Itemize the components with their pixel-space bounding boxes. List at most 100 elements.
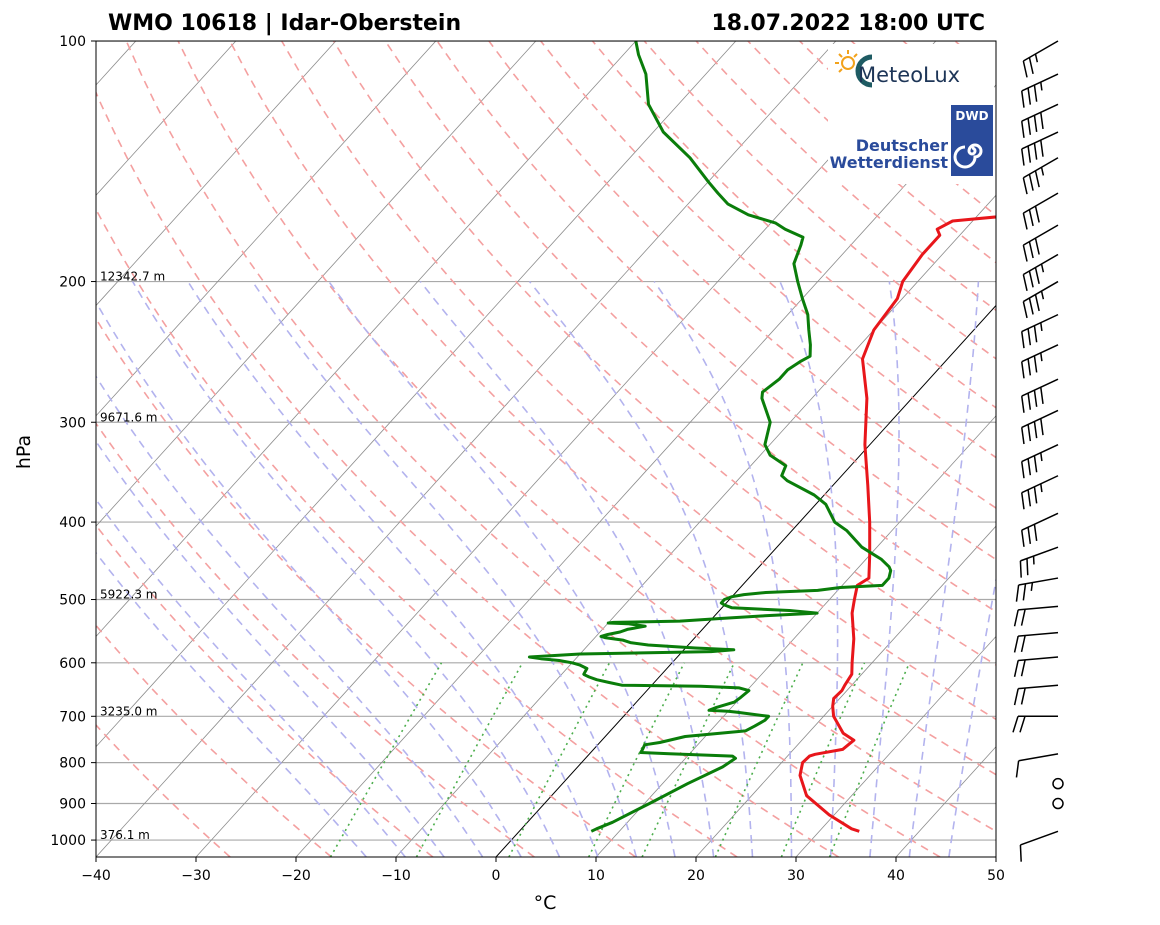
wind-barb-265 (1021, 378, 1059, 413)
barb-shaft (1022, 40, 1059, 62)
dry-adiabat-50 (177, 41, 996, 833)
barb-shaft (1021, 131, 1059, 150)
barb-shaft (1018, 656, 1059, 662)
barb-flag (1040, 139, 1044, 157)
height-labels: 12342.7 m 9671.6 m 5922.3 m 3235.0 m 376.1 m (100, 270, 165, 843)
moist-adiabat--4 (96, 375, 484, 857)
dry-adiabat-60 (229, 41, 996, 776)
barb-flag (1021, 396, 1025, 413)
isotherm-20 (695, 525, 996, 857)
barb-shaft (1022, 253, 1059, 276)
mixing-ratio-24 (780, 662, 866, 857)
wind-barb-780 (1015, 753, 1059, 778)
profile-traces (527, 41, 996, 833)
barb-flag (1015, 584, 1020, 602)
barb-flag (1033, 115, 1038, 132)
moist-adiabat-4 (131, 281, 561, 857)
x-tick-label: 0 (492, 868, 501, 884)
barb-flag (1040, 112, 1044, 130)
y-tick-label: 400 (59, 515, 86, 531)
wind-barb-430 (1019, 546, 1059, 578)
wind-barb-185 (1022, 253, 1059, 292)
barb-flag (1027, 527, 1032, 544)
barb-half-flag (1034, 53, 1039, 63)
y-tick-label: 1000 (50, 833, 86, 849)
x-tick-label: 50 (987, 868, 1005, 884)
barb-flag (1022, 301, 1028, 319)
barb-flag (1027, 87, 1032, 105)
barb-flag (1034, 237, 1040, 255)
barb-half-flag (1040, 290, 1045, 300)
wind-barb-900 (1052, 797, 1064, 810)
station-title: WMO 10618 | Idar-Oberstein (108, 11, 461, 36)
barb-shaft (1022, 224, 1059, 246)
dry-adiabat-210 (1007, 41, 1160, 857)
barb-flag (1033, 142, 1038, 160)
barb-flag (1028, 57, 1034, 75)
barb-flag (1022, 244, 1028, 262)
barb-flag (1027, 118, 1032, 135)
barb-flag (1020, 609, 1026, 626)
calm-circle (1052, 777, 1064, 790)
barb-flag (1022, 274, 1028, 292)
wind-barb-510 (1013, 605, 1059, 627)
isotherm--80 (96, 41, 437, 417)
barb-flag (1022, 583, 1027, 601)
moist-adiabat-40 (908, 281, 980, 857)
barb-shaft (1022, 280, 1059, 303)
barb-half-flag (1040, 352, 1043, 362)
barb-flag (1040, 387, 1044, 404)
x-axis-label: °C (534, 892, 557, 914)
barb-flag (1019, 844, 1022, 862)
height-label: 9671.6 m (100, 410, 158, 424)
barb-flag (1027, 145, 1032, 163)
barb-shaft (1018, 631, 1059, 637)
barb-flag (1021, 90, 1025, 108)
barb-flag (1028, 270, 1034, 288)
barb-flag (1033, 421, 1038, 439)
barb-flag (1027, 489, 1032, 507)
barb-shaft (1021, 103, 1059, 122)
wind-barb-470 (1015, 577, 1059, 602)
barb-shaft (1018, 577, 1059, 586)
wind-barb-700 (1012, 715, 1058, 733)
mixing-ratio-16 (714, 662, 804, 857)
barb-flag (1021, 492, 1025, 510)
barb-half-flag (1040, 167, 1045, 176)
barb-flag (1028, 297, 1034, 315)
wind-barb-110 (1021, 73, 1059, 108)
height-label: 5922.3 m (100, 588, 158, 602)
barb-flag (1027, 424, 1032, 442)
isotherm--30 (195, 41, 937, 857)
wind-barb-100 (1022, 40, 1059, 78)
barb-flag (1033, 390, 1038, 407)
barb-shaft (1022, 157, 1059, 179)
barb-flag (1027, 458, 1032, 476)
dwd-swirl-icon (953, 143, 983, 169)
mixing-ratio-2 (415, 662, 524, 857)
background-lines (96, 41, 1160, 857)
moist-adiabat-0 (96, 300, 522, 857)
isotherm--100 (96, 41, 237, 196)
meteolux-label: MeteoLux (858, 63, 960, 87)
dwd-label-line2: Wetterdienst (830, 153, 949, 172)
isotherm--90 (96, 41, 337, 307)
y-tick-label: 500 (59, 593, 86, 609)
barb-flag (1028, 209, 1034, 227)
barb-shaft (1021, 512, 1059, 531)
moist-adiabat-24 (528, 281, 754, 857)
barb-half-flag (1040, 452, 1043, 462)
dry-adiabat-10 (96, 317, 637, 857)
temperature-line (798, 215, 996, 833)
barb-flag (1022, 177, 1028, 195)
barb-flag (1013, 660, 1019, 677)
isotherm-10 (595, 415, 996, 857)
dry-adiabat-30 (96, 90, 840, 857)
isotherm--50 (96, 41, 737, 748)
barb-half-flag (1040, 483, 1043, 493)
moist-adiabat-12 (251, 281, 638, 857)
dry-adiabat--10 (96, 523, 434, 857)
barb-half-flag (1040, 82, 1043, 91)
barb-flag (1021, 461, 1025, 479)
dry-adiabat-220 (1059, 41, 1160, 857)
